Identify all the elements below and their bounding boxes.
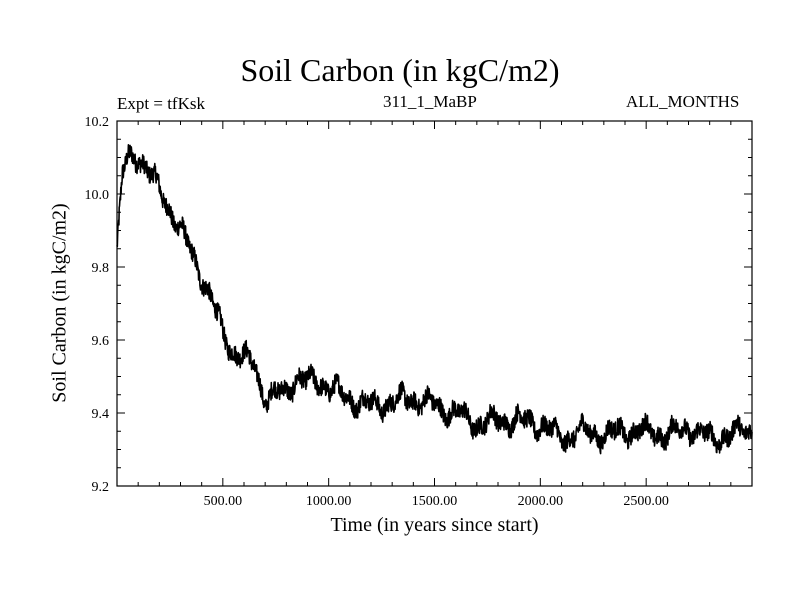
y-tick-label: 9.4 [92, 407, 110, 422]
y-tick-label: 10.0 [85, 188, 110, 203]
months-label: ALL_MONTHS [626, 92, 740, 111]
run-label: 311_1_MaBP [383, 92, 477, 111]
chart-title: Soil Carbon (in kgC/m2) [240, 52, 560, 88]
x-tick-label: 1500.00 [412, 494, 458, 509]
y-tick-label: 9.6 [92, 334, 110, 349]
series-line-soil-carbon [116, 144, 753, 455]
x-tick-label: 500.00 [204, 494, 243, 509]
x-tick-label: 2000.00 [518, 494, 564, 509]
x-tick-label: 2500.00 [623, 494, 669, 509]
x-axis-label: Time (in years since start) [330, 514, 539, 536]
plot-frame [116, 120, 753, 487]
y-tick-label: 9.8 [92, 261, 110, 276]
y-tick-label: 9.2 [92, 480, 110, 495]
x-tick-label: 1000.00 [306, 494, 352, 509]
experiment-label: Expt = tfKsk [117, 94, 205, 113]
y-tick-label: 10.2 [85, 115, 110, 130]
